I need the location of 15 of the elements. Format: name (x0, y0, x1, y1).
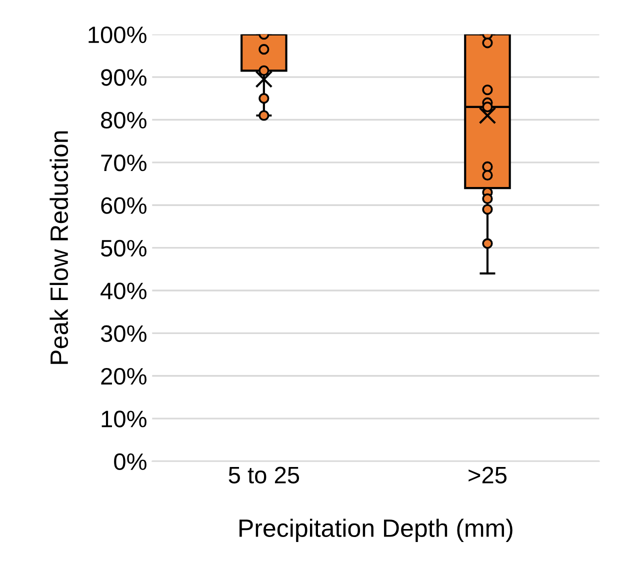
y-tick-label: 50% (100, 240, 146, 257)
x-axis-title: Precipitation Depth (mm) (240, 518, 512, 542)
x-tick-label: 5 to 25 (228, 466, 300, 484)
x-tick-label: >25 (468, 466, 507, 484)
y-tick-label: 30% (100, 325, 146, 342)
y-tick-label: 40% (100, 282, 146, 300)
y-axis-title: Peak Flow Reduction (50, 131, 68, 364)
y-tick-label: 70% (101, 154, 146, 172)
y-tick-label: 20% (101, 368, 146, 385)
y-tick-label: 100% (88, 26, 146, 44)
y-tick-label: 80% (101, 112, 146, 129)
y-tick-label: 60% (101, 197, 146, 214)
y-tick-label: 0% (114, 453, 146, 470)
y-tick-label: 90% (101, 69, 146, 86)
y-tick-label: 10% (102, 410, 146, 428)
